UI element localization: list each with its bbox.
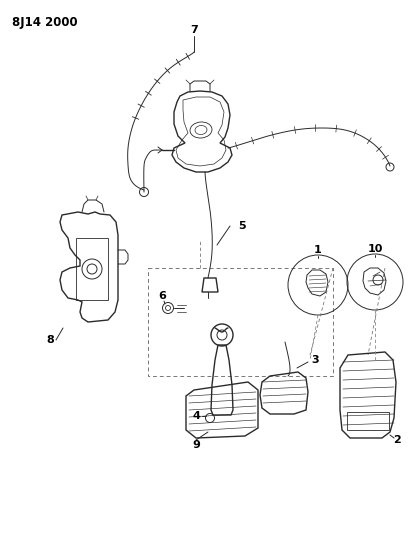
Text: 9: 9 <box>192 440 200 450</box>
Text: 5: 5 <box>238 221 246 231</box>
Bar <box>347 412 389 430</box>
Text: 2: 2 <box>393 435 401 445</box>
Text: 10: 10 <box>367 244 383 254</box>
Text: 4: 4 <box>192 411 200 421</box>
Text: 1: 1 <box>314 245 322 255</box>
Bar <box>76 238 108 300</box>
Text: 8J14 2000: 8J14 2000 <box>12 16 78 29</box>
Bar <box>148 268 333 376</box>
Text: 7: 7 <box>190 25 198 35</box>
Text: 6: 6 <box>158 291 166 301</box>
Text: 3: 3 <box>311 355 319 365</box>
Text: 8: 8 <box>46 335 54 345</box>
